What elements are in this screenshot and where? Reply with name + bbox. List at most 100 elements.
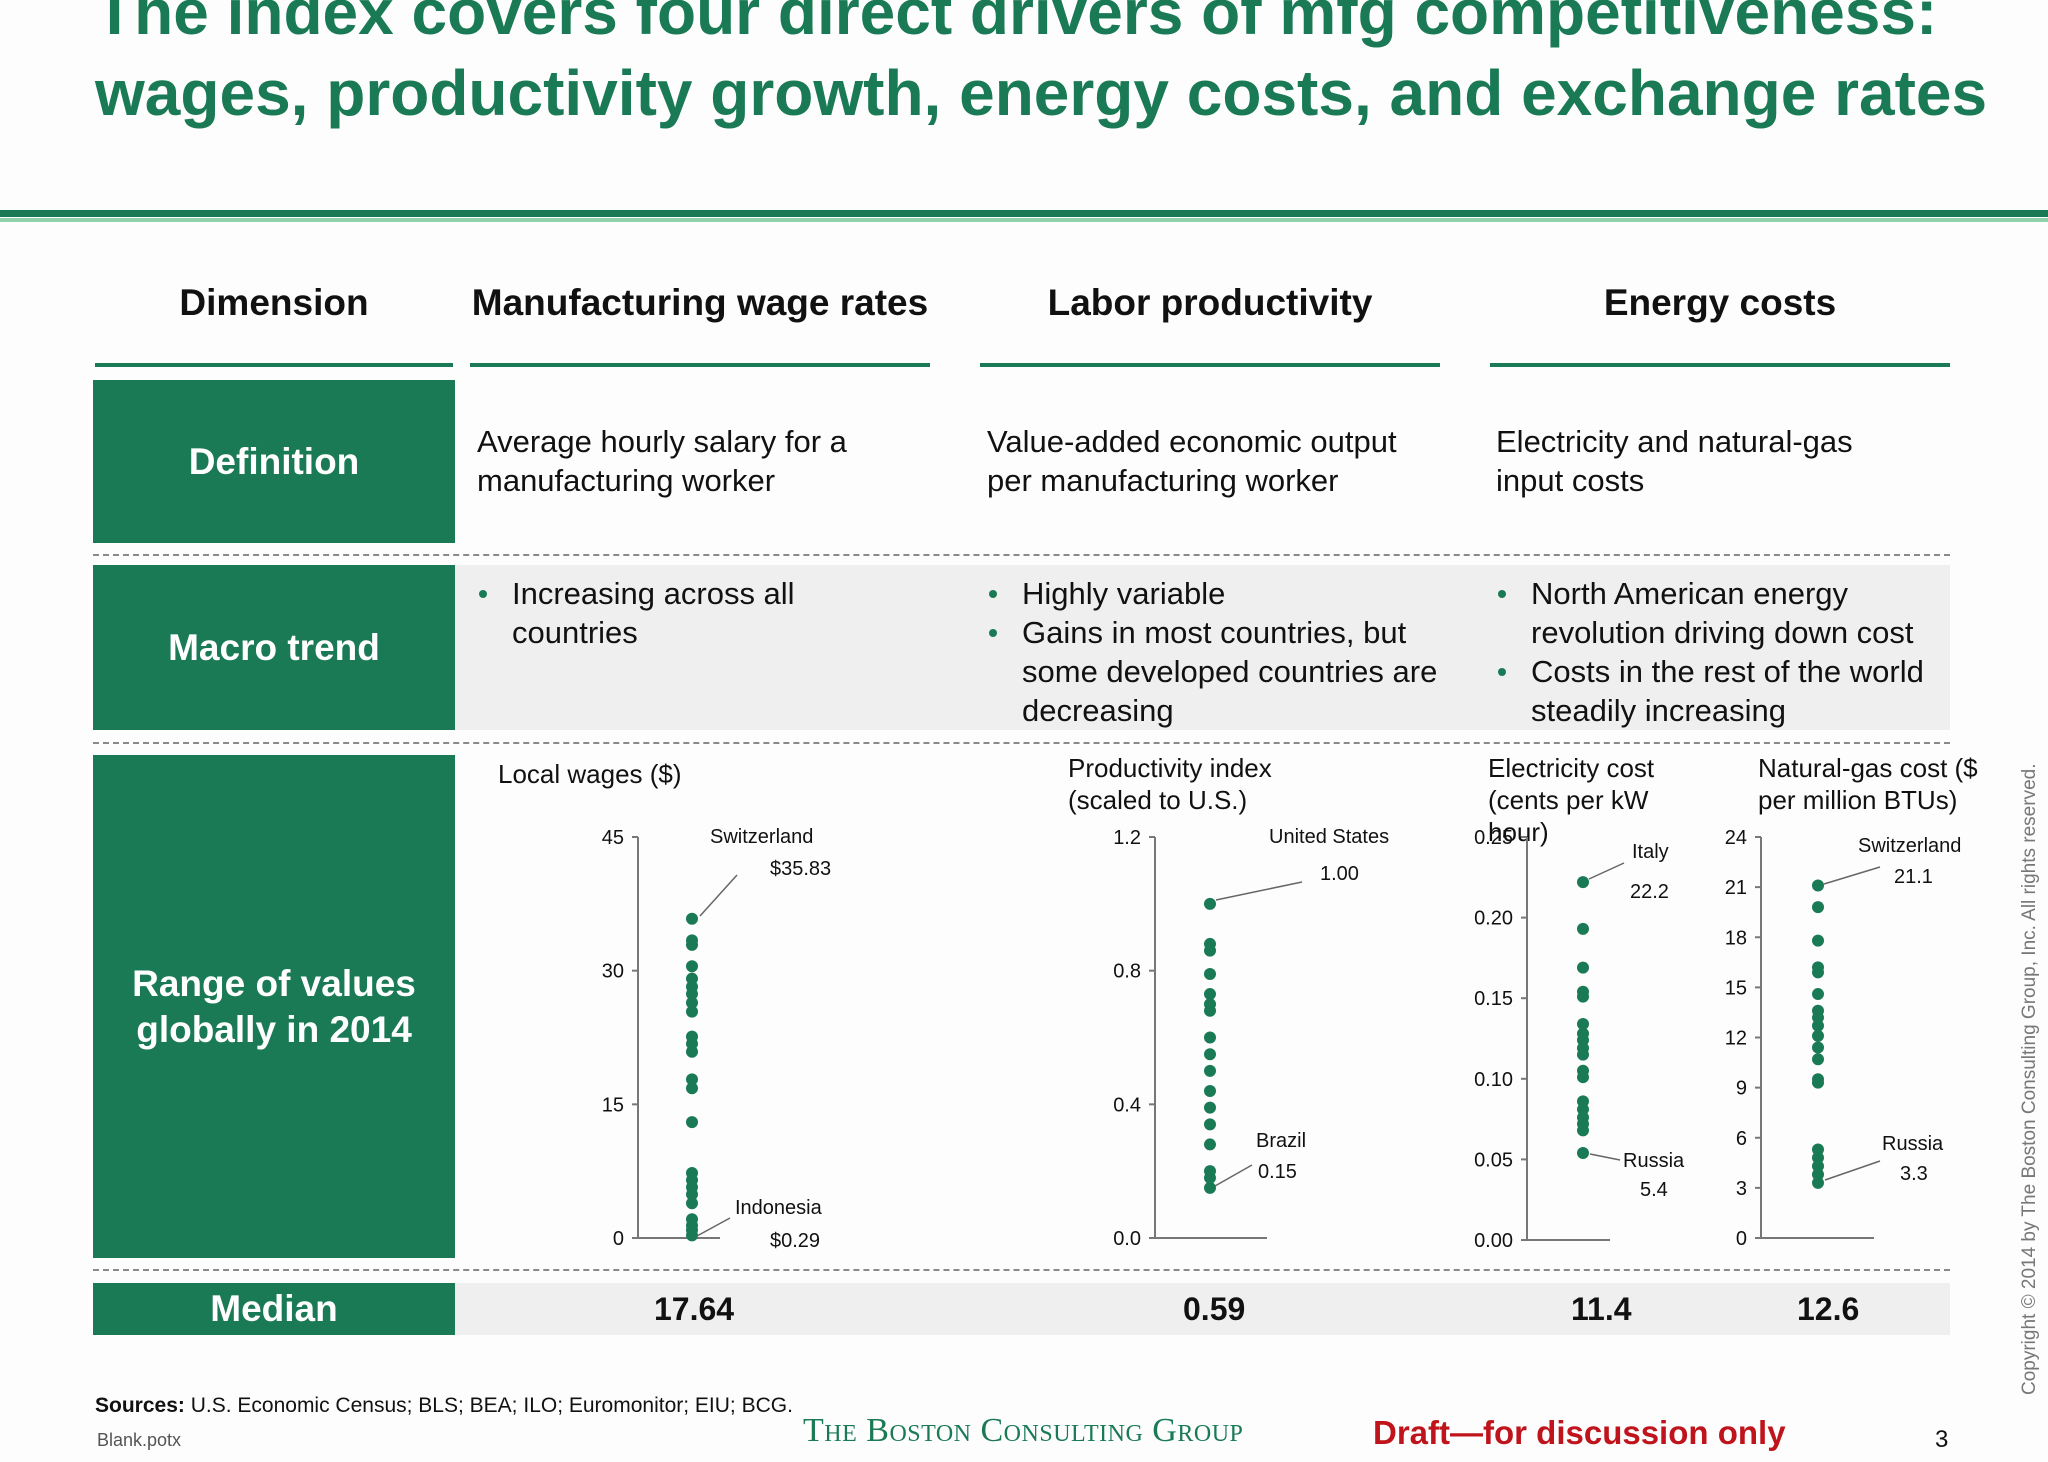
- data-point: [1204, 1064, 1216, 1077]
- data-point: [1577, 1064, 1589, 1077]
- data-point: [1204, 1118, 1216, 1131]
- y-tick-label: 1.2: [1113, 827, 1141, 849]
- annotation-value: 22.2: [1630, 881, 1669, 903]
- data-point: [1204, 1101, 1216, 1114]
- data-point: [1577, 1095, 1589, 1108]
- data-point: [1577, 1027, 1589, 1040]
- definition-wages: Average hourly salary for a manufacturin…: [477, 424, 847, 498]
- template-filename: Blank.potx: [97, 1430, 182, 1450]
- data-point: [1812, 1143, 1824, 1156]
- annotation-value: 21.1: [1894, 866, 1933, 888]
- data-point: [1577, 1111, 1589, 1124]
- data-point: [1577, 876, 1589, 889]
- data-point: [686, 1082, 698, 1095]
- annotation-leader: [1214, 1164, 1253, 1187]
- data-point: [686, 1213, 698, 1226]
- annotation-value: 3.3: [1900, 1163, 1928, 1185]
- median-gas: 12.6: [1797, 1290, 1860, 1327]
- data-point: [1812, 879, 1824, 892]
- data-point: [686, 1116, 698, 1129]
- data-point: [1812, 1004, 1824, 1017]
- data-point: [1812, 1076, 1824, 1089]
- data-point: [686, 980, 698, 993]
- annotation-value: 1.00: [1320, 863, 1359, 885]
- column-rule-dimension: [95, 363, 453, 367]
- y-tick-label: 15: [602, 1094, 624, 1116]
- data-point: [1577, 961, 1589, 974]
- y-tick-label: 0: [613, 1228, 624, 1250]
- chart-title-wages: Local wages ($): [498, 759, 682, 789]
- data-point: [686, 1181, 698, 1194]
- data-point: [686, 1073, 698, 1086]
- data-point: [1812, 1019, 1824, 1032]
- annotation-leader: [696, 1217, 731, 1237]
- median-row-background: [455, 1283, 1950, 1335]
- chart-title-productivity: Productivity index (scaled to U.S.): [1068, 753, 1272, 815]
- data-point: [1812, 1041, 1824, 1054]
- annotation-leader: [699, 874, 738, 917]
- y-tick-label: 0.20: [1474, 908, 1513, 930]
- data-point: [686, 987, 698, 1000]
- data-point: [1577, 1103, 1589, 1116]
- median-productivity: 0.59: [1183, 1290, 1246, 1327]
- data-point: [1577, 1042, 1589, 1055]
- data-point: [1204, 944, 1216, 957]
- data-point: [1812, 966, 1824, 979]
- y-tick-label: 0.00: [1474, 1230, 1513, 1252]
- row-label-range: Range of values globally in 2014: [93, 755, 455, 1258]
- macro-wages-list: Increasing across all countries: [475, 574, 875, 652]
- data-point: [1204, 1165, 1216, 1178]
- data-point: [686, 1037, 698, 1050]
- title-divider-accent: [0, 218, 2048, 222]
- annotation-name: Switzerland: [710, 826, 813, 848]
- row-label-median: Median: [93, 1283, 455, 1335]
- data-point: [1577, 1048, 1589, 1061]
- y-tick-label: 9: [1736, 1078, 1747, 1100]
- data-point: [686, 1166, 698, 1179]
- annotation-name: Russia: [1623, 1150, 1685, 1172]
- copyright-notice: Copyright © 2014 by The Boston Consultin…: [2019, 763, 2040, 1395]
- data-point: [1577, 1117, 1589, 1130]
- data-point: [686, 1219, 698, 1232]
- y-tick-label: 6: [1736, 1128, 1747, 1150]
- column-rule-productivity: [980, 363, 1440, 367]
- title-divider: [0, 210, 2048, 217]
- y-tick-label: 0.05: [1474, 1149, 1513, 1171]
- data-point: [686, 1030, 698, 1043]
- annotation-name: Brazil: [1256, 1130, 1306, 1152]
- data-point: [1577, 1071, 1589, 1084]
- data-point: [1812, 1029, 1824, 1042]
- chart-title-gas: Natural-gas cost ($ per million BTUs): [1758, 753, 1978, 815]
- data-point: [1204, 1138, 1216, 1151]
- data-point: [1204, 1031, 1216, 1044]
- list-item: Costs in the rest of the world steadily …: [1494, 652, 1950, 730]
- column-rule-wages: [470, 363, 930, 367]
- y-tick-label: 0.0: [1113, 1228, 1141, 1250]
- data-point: [1812, 988, 1824, 1001]
- y-tick-label: 0.8: [1113, 961, 1141, 983]
- data-point: [1812, 1160, 1824, 1173]
- data-point: [1577, 1034, 1589, 1047]
- list-item: North American energy revolution driving…: [1494, 574, 1950, 652]
- y-tick-label: 0.4: [1113, 1094, 1141, 1116]
- data-point: [1204, 897, 1216, 910]
- data-point: [1204, 1048, 1216, 1061]
- annotation-value: 0.15: [1258, 1161, 1297, 1183]
- list-item: Increasing across all countries: [475, 574, 875, 652]
- data-point: [686, 1229, 698, 1242]
- data-point: [686, 996, 698, 1009]
- annotation-name: Indonesia: [735, 1197, 823, 1219]
- annotation-name: United States: [1269, 826, 1389, 848]
- company-logo: The Boston Consulting Group: [803, 1412, 1244, 1449]
- data-point: [1812, 1151, 1824, 1164]
- annotation-leader: [1823, 866, 1881, 885]
- row-divider: [93, 1269, 1950, 1271]
- data-point: [1577, 985, 1589, 998]
- data-point: [686, 1223, 698, 1236]
- row-label-macro-trend: Macro trend: [93, 565, 455, 730]
- sources-note: Sources: U.S. Economic Census; BLS; BEA;…: [95, 1394, 793, 1417]
- data-point: [1812, 934, 1824, 947]
- median-electricity: 11.4: [1571, 1290, 1632, 1327]
- annotation-value: 5.4: [1640, 1179, 1668, 1201]
- data-point: [1204, 1084, 1216, 1097]
